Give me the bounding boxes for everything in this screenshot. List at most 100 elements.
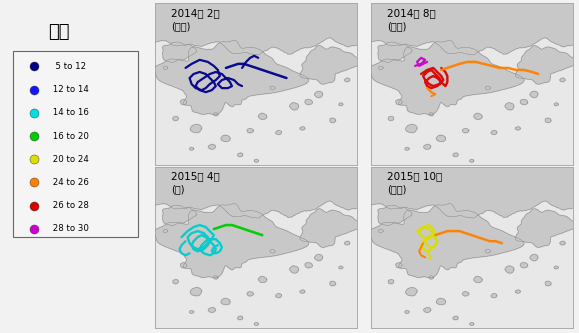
Polygon shape: [396, 100, 402, 105]
Polygon shape: [437, 135, 445, 142]
Polygon shape: [463, 292, 469, 296]
Polygon shape: [453, 316, 458, 320]
Polygon shape: [144, 49, 151, 94]
Polygon shape: [300, 127, 305, 130]
Polygon shape: [314, 254, 323, 261]
Polygon shape: [214, 276, 218, 279]
Polygon shape: [258, 113, 267, 119]
Text: 20 to 24: 20 to 24: [50, 155, 89, 164]
Polygon shape: [189, 311, 194, 313]
Polygon shape: [189, 148, 194, 150]
Polygon shape: [437, 298, 445, 305]
Polygon shape: [379, 229, 383, 233]
Polygon shape: [145, 146, 367, 218]
Polygon shape: [181, 263, 187, 268]
Polygon shape: [237, 316, 243, 320]
Polygon shape: [247, 292, 254, 296]
Polygon shape: [491, 294, 497, 298]
Polygon shape: [221, 298, 230, 305]
Polygon shape: [290, 103, 299, 110]
Text: 2015년 10월: 2015년 10월: [387, 171, 442, 181]
Text: 26 to 28: 26 to 28: [50, 201, 89, 210]
Polygon shape: [190, 125, 201, 133]
Text: 24 to 26: 24 to 26: [50, 178, 89, 187]
Polygon shape: [515, 127, 521, 130]
Polygon shape: [163, 205, 197, 225]
Polygon shape: [339, 266, 343, 269]
Polygon shape: [521, 100, 527, 105]
Polygon shape: [359, 212, 367, 257]
Polygon shape: [173, 280, 178, 284]
Polygon shape: [474, 276, 482, 282]
Polygon shape: [163, 66, 168, 70]
Polygon shape: [144, 212, 151, 257]
Polygon shape: [155, 41, 309, 115]
Text: 12 to 14: 12 to 14: [50, 85, 89, 94]
Polygon shape: [463, 129, 469, 133]
Polygon shape: [359, 49, 367, 94]
Polygon shape: [361, 146, 579, 218]
Polygon shape: [545, 281, 551, 286]
Polygon shape: [276, 294, 281, 298]
Polygon shape: [474, 113, 482, 119]
Polygon shape: [515, 46, 577, 84]
Polygon shape: [361, 0, 579, 55]
Text: 14 to 16: 14 to 16: [50, 108, 89, 117]
Polygon shape: [530, 254, 538, 261]
Polygon shape: [208, 308, 215, 312]
Polygon shape: [405, 311, 409, 313]
Polygon shape: [429, 276, 434, 279]
Polygon shape: [405, 148, 409, 150]
Text: 28 to 30: 28 to 30: [50, 224, 89, 233]
Polygon shape: [406, 125, 417, 133]
Text: (겨울): (겨울): [171, 21, 191, 31]
Polygon shape: [370, 204, 524, 278]
Polygon shape: [290, 266, 299, 273]
Polygon shape: [521, 263, 527, 268]
Polygon shape: [305, 263, 312, 268]
Polygon shape: [485, 86, 490, 90]
Polygon shape: [163, 42, 197, 62]
Polygon shape: [163, 229, 168, 233]
Polygon shape: [300, 290, 305, 293]
Polygon shape: [379, 66, 383, 70]
Polygon shape: [545, 118, 551, 123]
Polygon shape: [424, 308, 431, 312]
Polygon shape: [254, 323, 258, 325]
Polygon shape: [208, 145, 215, 149]
Polygon shape: [173, 117, 178, 121]
Polygon shape: [330, 281, 336, 286]
Polygon shape: [258, 276, 267, 282]
Polygon shape: [300, 209, 361, 247]
Text: 16 to 20: 16 to 20: [50, 132, 89, 141]
Polygon shape: [554, 266, 558, 269]
Polygon shape: [470, 160, 474, 162]
Text: (여름): (여름): [387, 21, 406, 31]
Polygon shape: [560, 241, 565, 245]
Text: 수온: 수온: [48, 23, 69, 41]
Polygon shape: [314, 91, 323, 98]
Polygon shape: [155, 204, 309, 278]
Polygon shape: [370, 41, 524, 115]
Polygon shape: [378, 205, 412, 225]
Polygon shape: [145, 0, 367, 55]
Polygon shape: [505, 266, 514, 273]
Polygon shape: [254, 160, 258, 162]
Text: 2014년 8월: 2014년 8월: [387, 8, 435, 18]
Polygon shape: [515, 209, 577, 247]
Polygon shape: [345, 241, 350, 245]
Polygon shape: [247, 129, 254, 133]
Polygon shape: [406, 288, 417, 296]
Polygon shape: [470, 323, 474, 325]
Polygon shape: [270, 86, 275, 90]
Polygon shape: [330, 118, 336, 123]
Text: 2015년 4월: 2015년 4월: [171, 171, 220, 181]
Polygon shape: [270, 249, 275, 253]
Polygon shape: [515, 290, 521, 293]
Polygon shape: [276, 131, 281, 135]
Text: 2014년 2월: 2014년 2월: [171, 8, 220, 18]
Polygon shape: [237, 153, 243, 157]
Text: (가을): (가을): [387, 184, 406, 194]
Polygon shape: [554, 103, 558, 106]
Polygon shape: [560, 78, 565, 82]
